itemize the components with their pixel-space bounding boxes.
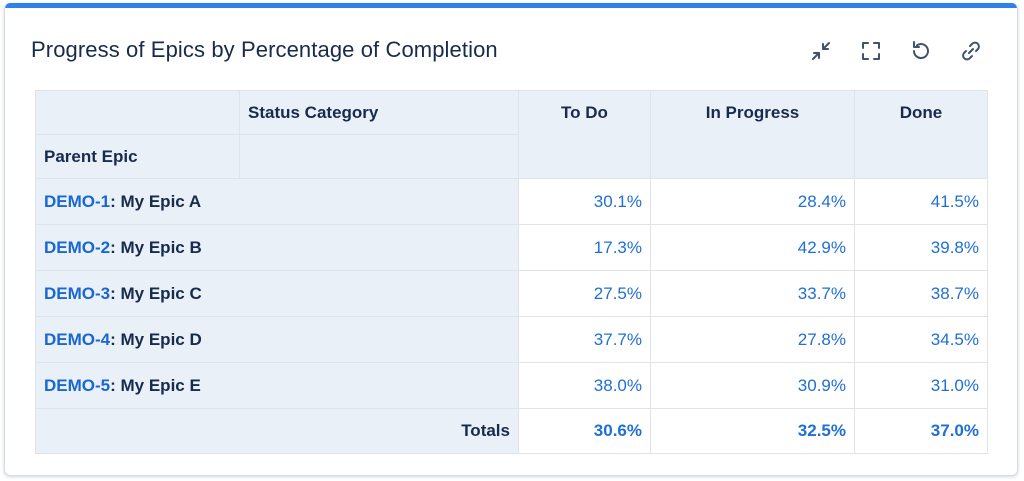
column-header-done: Done (854, 90, 988, 179)
epic-name: : My Epic C (110, 283, 202, 303)
todo-value[interactable]: 17.3% (518, 224, 651, 271)
column-header-todo: To Do (518, 90, 651, 179)
link-icon (962, 41, 980, 61)
totals-label: Totals (35, 408, 519, 454)
epic-name: : My Epic B (110, 237, 202, 257)
done-value[interactable]: 41.5% (854, 178, 988, 225)
todo-total[interactable]: 30.6% (518, 408, 651, 454)
card-accent-bar (5, 3, 1017, 8)
in-progress-value[interactable]: 27.8% (650, 316, 855, 363)
epic-progress-table: Status Category To Do In Progress Done P… (35, 90, 988, 454)
epic-label: DEMO-3: My Epic C (35, 270, 519, 317)
epic-name: : My Epic E (110, 375, 201, 395)
table-row: DEMO-4: My Epic D 37.7% 27.8% 34.5% (35, 316, 988, 363)
epic-label: DEMO-5: My Epic E (35, 362, 519, 409)
card-title: Progress of Epics by Percentage of Compl… (31, 37, 498, 62)
collapse-button[interactable] (805, 35, 837, 67)
table-row: DEMO-5: My Epic E 38.0% 30.9% 31.0% (35, 362, 988, 409)
epic-key-link[interactable]: DEMO-1 (44, 191, 111, 211)
done-total[interactable]: 37.0% (854, 408, 988, 454)
refresh-button[interactable] (905, 35, 937, 67)
epic-name: : My Epic A (110, 191, 202, 211)
fullscreen-icon (862, 42, 880, 60)
table-row: DEMO-1: My Epic A 30.1% 28.4% 41.5% (35, 178, 988, 225)
todo-value[interactable]: 37.7% (518, 316, 651, 363)
fullscreen-button[interactable] (855, 35, 887, 67)
corner-cell (35, 90, 240, 135)
done-value[interactable]: 34.5% (854, 316, 988, 363)
card-toolbar (805, 35, 987, 67)
refresh-icon (912, 41, 929, 60)
in-progress-value[interactable]: 28.4% (650, 178, 855, 225)
epic-key-link[interactable]: DEMO-5 (44, 375, 111, 395)
in-progress-total[interactable]: 32.5% (650, 408, 855, 454)
epic-label: DEMO-2: My Epic B (35, 224, 519, 271)
epic-key-link[interactable]: DEMO-3 (44, 283, 111, 303)
parent-epic-header: Parent Epic (35, 134, 240, 179)
column-header-in-progress: In Progress (650, 90, 855, 179)
done-value[interactable]: 39.8% (854, 224, 988, 271)
epic-label: DEMO-4: My Epic D (35, 316, 519, 363)
in-progress-value[interactable]: 42.9% (650, 224, 855, 271)
done-value[interactable]: 31.0% (854, 362, 988, 409)
in-progress-value[interactable]: 33.7% (650, 270, 855, 317)
in-progress-value[interactable]: 30.9% (650, 362, 855, 409)
status-category-header: Status Category (239, 90, 519, 135)
todo-value[interactable]: 27.5% (518, 270, 651, 317)
empty-header-cell (239, 134, 519, 179)
todo-value[interactable]: 30.1% (518, 178, 651, 225)
collapse-icon (812, 42, 830, 60)
epic-key-link[interactable]: DEMO-4 (44, 329, 111, 349)
table-row: DEMO-3: My Epic C 27.5% 33.7% 38.7% (35, 270, 988, 317)
table-row: DEMO-2: My Epic B 17.3% 42.9% 39.8% (35, 224, 988, 271)
epic-key-link[interactable]: DEMO-2 (44, 237, 111, 257)
todo-value[interactable]: 38.0% (518, 362, 651, 409)
epic-name: : My Epic D (110, 329, 202, 349)
totals-row: Totals 30.6% 32.5% 37.0% (35, 408, 988, 454)
done-value[interactable]: 38.7% (854, 270, 988, 317)
epic-label: DEMO-1: My Epic A (35, 178, 519, 225)
copy-link-button[interactable] (955, 35, 987, 67)
report-card: Progress of Epics by Percentage of Compl… (4, 3, 1018, 476)
